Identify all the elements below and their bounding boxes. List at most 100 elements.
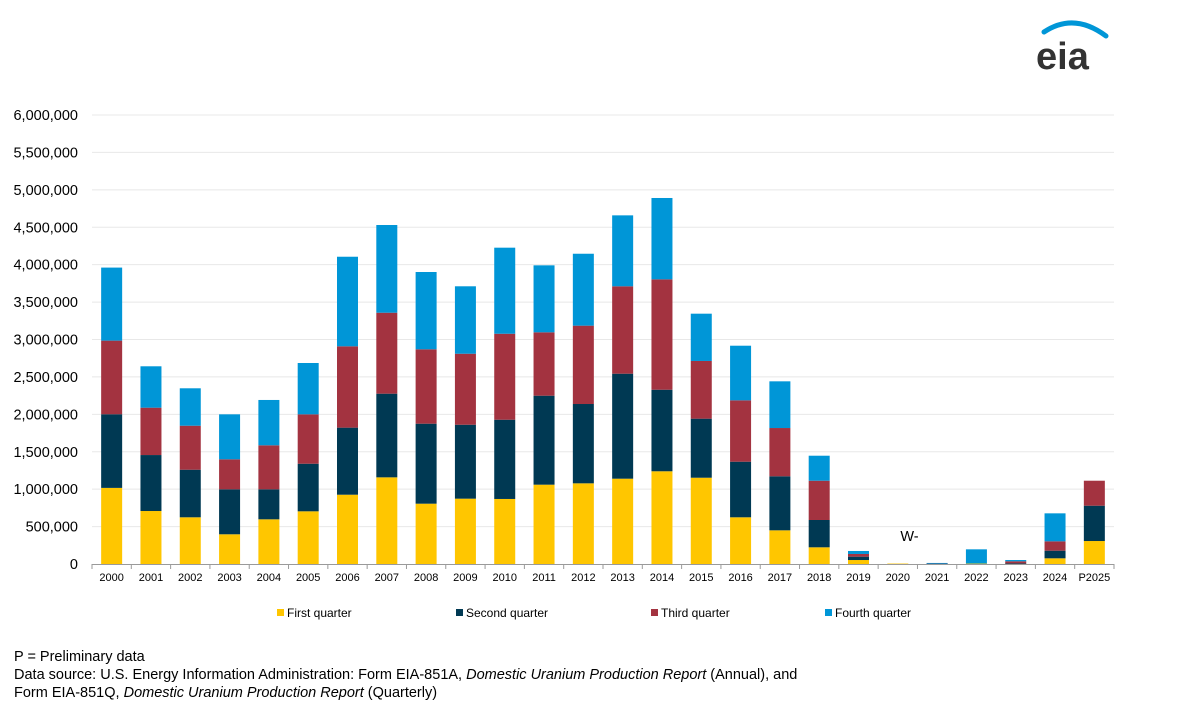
- y-tick-label: 4,000,000: [13, 258, 78, 274]
- x-tick-label: 2004: [257, 572, 281, 584]
- bar-segment-second-quarter: [101, 414, 123, 488]
- legend-label: Second quarter: [466, 606, 548, 620]
- bar-segment-second-quarter: [651, 389, 673, 472]
- bar-segment-third-quarter: [494, 333, 516, 420]
- eia-logo: eia: [1030, 18, 1110, 79]
- bar-segment-second-quarter: [415, 423, 437, 504]
- bar-segment-first-quarter: [651, 471, 673, 564]
- legend-swatch: [277, 609, 284, 616]
- bar-segment-fourth-quarter: [454, 286, 476, 354]
- x-tick-label: 2013: [610, 572, 634, 584]
- legend-label: Fourth quarter: [835, 606, 911, 620]
- bar-segment-fourth-quarter: [572, 253, 594, 326]
- source-text: Form EIA-851Q,: [14, 685, 124, 701]
- bar-segment-second-quarter: [1005, 563, 1027, 565]
- bar-segment-fourth-quarter: [297, 362, 319, 415]
- bar-segment-second-quarter: [494, 419, 516, 499]
- y-tick-label: 5,500,000: [13, 145, 78, 161]
- bar-segment-first-quarter: [965, 563, 987, 565]
- y-tick-label: 3,500,000: [13, 295, 78, 311]
- bar-segment-fourth-quarter: [1044, 513, 1066, 542]
- bar-segment-third-quarter: [690, 360, 712, 419]
- bar-segment-fourth-quarter: [258, 399, 280, 446]
- bar-segment-second-quarter: [848, 556, 869, 561]
- bar-segment-fourth-quarter: [965, 549, 987, 564]
- x-tick-label: 2003: [217, 572, 241, 584]
- bar-segment-second-quarter: [179, 469, 201, 518]
- bar-segment-third-quarter: [258, 445, 280, 490]
- gridlines: [92, 114, 1114, 528]
- y-tick-label: 5,000,000: [13, 183, 78, 199]
- source-text: (Annual), and: [706, 667, 798, 683]
- bar-segment-fourth-quarter: [651, 197, 673, 280]
- bar-segment-first-quarter: [219, 534, 241, 564]
- bar-segment-fourth-quarter: [533, 265, 555, 333]
- bar-segment-first-quarter: [337, 494, 358, 564]
- bar-segment-second-quarter: [219, 489, 241, 535]
- x-tick-label: 2012: [571, 572, 595, 584]
- withheld-annotation: W-: [900, 529, 918, 545]
- legend: First quarter Second quarter Third quarter…: [277, 606, 911, 620]
- data-source-line-2: Form EIA-851Q, Domestic Uranium Producti…: [14, 684, 797, 702]
- bar-segment-second-quarter: [730, 461, 752, 518]
- bar-segment-fourth-quarter: [219, 414, 241, 460]
- bar-segment-third-quarter: [454, 353, 476, 425]
- bar-segment-third-quarter: [572, 325, 594, 405]
- x-tick-label: P2025: [1078, 572, 1110, 584]
- legend-label: Third quarter: [661, 606, 730, 620]
- x-tick-label: 2006: [335, 572, 359, 584]
- bar-segment-second-quarter: [376, 393, 398, 478]
- y-tick-label: 3,000,000: [13, 333, 78, 349]
- y-tick-label: 6,000,000: [13, 108, 78, 124]
- bar-segment-third-quarter: [848, 553, 869, 557]
- x-tick-label: 2019: [846, 572, 870, 584]
- y-tick-label: 1,500,000: [13, 445, 78, 461]
- bar-segment-first-quarter: [1044, 558, 1066, 564]
- x-tick-label: 2024: [1043, 572, 1067, 584]
- y-tick-label: 2,000,000: [13, 407, 78, 423]
- bar-segment-third-quarter: [140, 407, 162, 456]
- bar-segment-second-quarter: [808, 519, 830, 548]
- bar-segment-first-quarter: [769, 530, 791, 564]
- bar-segment-third-quarter: [1044, 541, 1066, 551]
- bar-segment-fourth-quarter: [730, 345, 752, 401]
- source-text: (Quarterly): [363, 685, 438, 701]
- bar-segment-third-quarter: [926, 563, 948, 565]
- data-source-line-1: Data source: U.S. Energy Information Adm…: [14, 666, 797, 684]
- bar-segment-first-quarter: [887, 563, 909, 565]
- bar-segment-fourth-quarter: [848, 550, 869, 554]
- x-tick-label: 2016: [728, 572, 752, 584]
- bar-segment-third-quarter: [219, 459, 241, 490]
- x-tick-label: 2020: [886, 572, 910, 584]
- x-tick-label: 2023: [1003, 572, 1027, 584]
- bar-segment-fourth-quarter: [415, 272, 437, 350]
- bar-segment-third-quarter: [337, 346, 358, 428]
- bar-segment-first-quarter: [848, 560, 869, 564]
- annotations: W-: [900, 529, 918, 545]
- bar-segment-third-quarter: [612, 286, 634, 374]
- bar-segment-fourth-quarter: [179, 388, 201, 426]
- report-title: Domestic Uranium Production Report: [123, 685, 364, 701]
- bar-segment-third-quarter: [730, 400, 752, 462]
- bar-segment-second-quarter: [297, 463, 319, 512]
- bar-segment-fourth-quarter: [337, 256, 358, 347]
- bar-segment-second-quarter: [337, 427, 358, 495]
- bar-segment-second-quarter: [1044, 550, 1066, 559]
- bar-segment-second-quarter: [140, 455, 162, 512]
- bar-segment-second-quarter: [769, 476, 791, 531]
- svg-text:eia: eia: [1036, 36, 1090, 74]
- bar-segment-fourth-quarter: [769, 381, 791, 429]
- x-tick-label: 2009: [453, 572, 477, 584]
- bar-segment-third-quarter: [297, 414, 319, 464]
- y-tick-label: 2,500,000: [13, 370, 78, 386]
- y-tick-label: 4,500,000: [13, 220, 78, 236]
- eia-logo-icon: eia: [1036, 20, 1109, 78]
- y-tick-label: 500,000: [26, 520, 78, 536]
- x-tick-label: 2011: [532, 572, 556, 584]
- bar-segment-first-quarter: [258, 519, 280, 564]
- bar-segment-second-quarter: [612, 373, 634, 479]
- x-tick-label: 2000: [99, 572, 123, 584]
- bar-segment-fourth-quarter: [1005, 560, 1027, 562]
- bar-segment-fourth-quarter: [101, 267, 123, 341]
- bar-segment-fourth-quarter: [612, 215, 634, 287]
